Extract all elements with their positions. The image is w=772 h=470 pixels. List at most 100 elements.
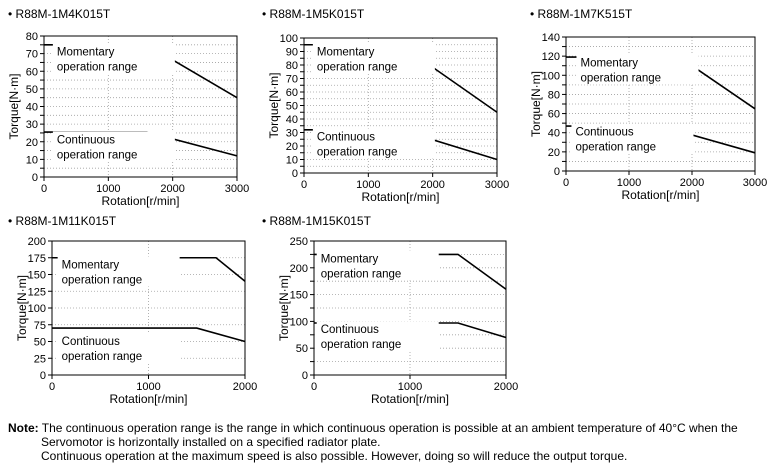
y-tick-label: 150 [290, 290, 308, 302]
bullet: • [530, 7, 535, 21]
y-tick-label: 60 [286, 87, 298, 99]
chart-title: • R88M-1M5K015T [262, 7, 364, 21]
y-axis-title: Torque[N·m] [7, 73, 21, 139]
y-tick-label: 50 [26, 84, 38, 96]
range-label-background [316, 321, 439, 352]
y-tick-label: 50 [286, 101, 298, 113]
momentary-range-label: operation range [317, 62, 398, 74]
continuous-range-label: operation range [317, 147, 398, 159]
range-label-background [316, 250, 439, 281]
y-tick-label: 50 [296, 343, 308, 355]
range-label-background [312, 128, 435, 159]
x-tick-label: 2000 [420, 179, 444, 191]
bullet: • [8, 214, 13, 228]
continuous-range-label: operation range [57, 150, 138, 162]
bullet: • [8, 7, 13, 21]
chart-title: • R88M-1M11K015T [8, 214, 116, 228]
y-tick-label: 10 [26, 154, 38, 166]
range-label-background [52, 43, 175, 74]
continuous-range-line [52, 327, 246, 343]
momentary-range-label: operation range [57, 61, 138, 73]
y-tick-label: 100 [28, 303, 46, 315]
continuous-range-label: operation range [575, 142, 656, 154]
note-line-1: Note: The continuous operation range is … [8, 421, 768, 435]
x-axis-title: Rotation[r/min] [621, 188, 699, 202]
range-label-background [52, 131, 175, 162]
y-tick-label: 0 [32, 172, 38, 184]
continuous-range-label: operation range [62, 351, 143, 363]
y-tick-label: 10 [286, 155, 298, 167]
chart-title-text: R88M-1M5K015T [269, 7, 365, 21]
bullet: • [262, 7, 267, 21]
y-tick-label: 140 [542, 32, 560, 44]
range-label-background [57, 332, 180, 363]
momentary-range-label: operation range [580, 73, 661, 85]
y-tick-label: 100 [280, 33, 298, 45]
continuous-range-label: Continuous [321, 324, 379, 336]
y-tick-label: 175 [28, 253, 46, 265]
y-tick-label: 125 [28, 286, 46, 298]
y-axis-title: Torque[N·m] [529, 71, 543, 137]
note: Note: The continuous operation range is … [8, 421, 768, 463]
momentary-range-label: Momentary [580, 58, 638, 70]
y-tick-label: 75 [34, 320, 46, 332]
y-axis-title: Torque[N·m] [15, 275, 29, 341]
x-tick-label: 0 [301, 179, 307, 191]
y-tick-label: 80 [26, 31, 38, 43]
x-tick-label: 1000 [356, 179, 380, 191]
x-axis-title: Rotation[r/min] [101, 194, 179, 208]
y-tick-label: 50 [34, 337, 46, 349]
x-tick-label: 3000 [225, 183, 249, 195]
y-tick-label: 200 [290, 263, 308, 275]
y-tick-label: 0 [554, 166, 560, 178]
y-tick-label: 60 [26, 66, 38, 78]
momentary-range-label: operation range [321, 268, 402, 280]
x-tick-label: 2000 [160, 183, 184, 195]
y-tick-label: 60 [548, 109, 560, 121]
y-tick-label: 70 [286, 74, 298, 86]
x-axis-title: Rotation[r/min] [361, 190, 439, 204]
y-tick-label: 40 [26, 102, 38, 114]
momentary-range-label: Momentary [62, 259, 120, 271]
x-axis-title: Rotation[r/min] [371, 392, 449, 406]
y-tick-label: 20 [286, 141, 298, 153]
momentary-range-label: Momentary [57, 46, 115, 58]
y-tick-label: 120 [542, 51, 560, 63]
y-tick-label: 150 [28, 270, 46, 282]
note-line-2: Servomotor is horizontally installed on … [41, 435, 381, 449]
range-label-background [571, 123, 694, 154]
continuous-range-label: Continuous [57, 135, 115, 147]
chart-title-text: R88M-1M4K015T [15, 7, 111, 21]
x-tick-label: 3000 [485, 179, 509, 191]
y-tick-label: 20 [26, 137, 38, 149]
range-label-background [312, 43, 435, 74]
x-tick-label: 3000 [743, 177, 767, 189]
x-tick-label: 2000 [494, 381, 518, 393]
y-tick-label: 250 [290, 236, 308, 248]
note-label: Note: [8, 421, 39, 435]
chart-title-text: R88M-1M7K515T [537, 7, 633, 21]
y-tick-label: 25 [34, 353, 46, 365]
momentary-range-label: Momentary [317, 47, 375, 59]
x-tick-label: 0 [41, 183, 47, 195]
bullet: • [262, 214, 267, 228]
y-tick-label: 30 [26, 119, 38, 131]
x-tick-label: 1000 [136, 381, 160, 393]
continuous-range-label: Continuous [62, 336, 120, 348]
x-tick-label: 0 [49, 381, 55, 393]
y-tick-label: 20 [548, 147, 560, 159]
momentary-range-label: operation range [62, 274, 143, 286]
y-tick-label: 80 [548, 89, 560, 101]
momentary-range-label: Momentary [321, 253, 379, 265]
y-tick-label: 40 [286, 114, 298, 126]
x-tick-label: 2000 [680, 177, 704, 189]
x-tick-label: 1000 [398, 381, 422, 393]
continuous-range-label: operation range [321, 339, 402, 351]
continuous-range-label: Continuous [317, 132, 375, 144]
x-tick-label: 1000 [96, 183, 120, 195]
chart-title: • R88M-1M4K015T [8, 7, 110, 21]
